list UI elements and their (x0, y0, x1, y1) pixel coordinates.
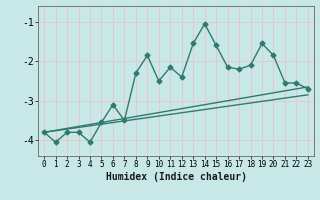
X-axis label: Humidex (Indice chaleur): Humidex (Indice chaleur) (106, 172, 246, 182)
